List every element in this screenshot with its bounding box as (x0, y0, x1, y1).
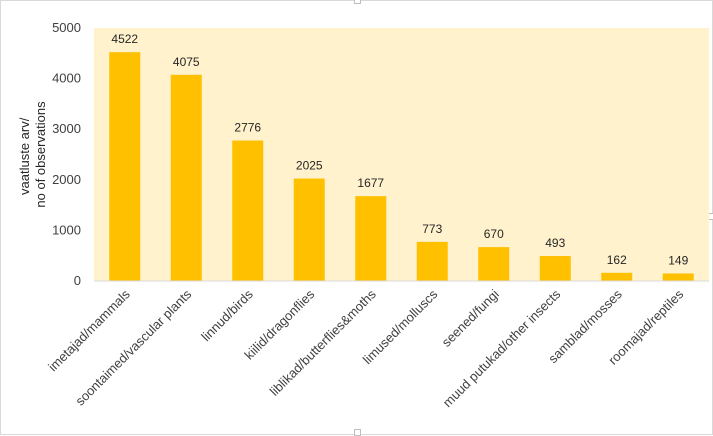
resize-handle-top[interactable] (354, 0, 361, 4)
y-tick-label: 3000 (52, 121, 81, 136)
x-category-label: muud putukad/other insects (440, 286, 564, 410)
data-label: 493 (545, 236, 565, 250)
bar (109, 52, 141, 281)
y-tick-label: 5000 (52, 20, 81, 35)
y-tick-label: 2000 (52, 172, 81, 187)
y-axis-title: vaatluste arv/ no of observations (17, 101, 48, 208)
data-label: 2776 (234, 121, 261, 135)
y-tick-label: 4000 (52, 71, 81, 86)
data-label: 149 (668, 253, 688, 267)
data-label: 4075 (173, 55, 200, 69)
x-category-label: seened/fungi (439, 286, 502, 349)
data-label: 2025 (296, 159, 323, 173)
data-labels: 4522 4075 2776 2025 1677 773 670 493 162 149 (111, 32, 688, 267)
y-axis-title-line-2: no of observations (33, 101, 48, 208)
y-axis-title-line-1: vaatluste arv/ (17, 117, 32, 195)
bar (539, 256, 571, 281)
bars (109, 52, 694, 282)
y-tick-label: 0 (74, 273, 81, 288)
x-category-label: soontaimed/vascular plants (72, 286, 194, 408)
data-label: 1677 (357, 176, 384, 190)
data-label: 773 (422, 222, 442, 236)
y-tick-label: 1000 (52, 222, 81, 237)
bar (170, 74, 202, 282)
x-category-label: liblikad/butterflies&moths (267, 286, 380, 399)
x-category-label: linnud/birds (198, 286, 256, 344)
bar (293, 178, 325, 281)
data-label: 162 (607, 253, 627, 267)
bar (232, 140, 264, 281)
data-label: 4522 (111, 32, 138, 46)
y-axis-ticks: 0 1000 2000 3000 4000 5000 (52, 20, 81, 288)
bar (662, 273, 694, 281)
bar (601, 272, 633, 281)
bar (355, 196, 387, 281)
bar (416, 241, 448, 281)
data-label: 670 (484, 227, 504, 241)
bar (478, 247, 510, 281)
